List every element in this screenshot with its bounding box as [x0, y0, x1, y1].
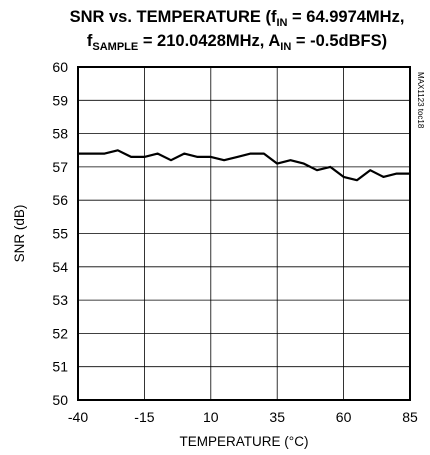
title-subscript: IN	[276, 17, 287, 29]
title-subscript: IN	[280, 41, 291, 53]
y-tick-label: 54	[52, 259, 68, 275]
grid	[77, 66, 411, 401]
x-tick-label: 10	[203, 409, 219, 425]
x-tick-label: 60	[336, 409, 352, 425]
plot-frame	[77, 66, 411, 401]
title-part: = -0.5dBFS)	[291, 32, 387, 50]
y-tick-label: 51	[52, 359, 68, 375]
title-part: = 64.9974MHz,	[287, 8, 404, 26]
y-axis-label: SNR (dB)	[12, 205, 27, 263]
y-tick-label: 60	[52, 59, 68, 75]
x-tick-label: 35	[269, 409, 285, 425]
y-tick-label: 55	[52, 226, 68, 242]
series-line-1	[78, 149, 410, 182]
x-axis-label: TEMPERATURE (°C)	[180, 434, 309, 449]
y-tick-label: 58	[52, 126, 68, 142]
series-layer	[78, 149, 410, 182]
y-tick-label: 57	[52, 159, 68, 175]
figure-id: MAX1123 toc18	[416, 72, 425, 129]
chart-title-line1: SNR vs. TEMPERATURE (fIN = 64.9974MHz,	[70, 8, 405, 29]
x-tick-label: -15	[134, 409, 154, 425]
title-part: f	[87, 32, 93, 50]
y-tick-labels: 50 51 52 53 54 55 56 57 58 59 60	[52, 59, 68, 408]
title-subscript: SAMPLE	[92, 41, 138, 53]
x-tick-label: -40	[68, 409, 88, 425]
y-tick-label: 50	[52, 392, 68, 408]
y-tick-label: 52	[52, 325, 68, 341]
x-tick-label: 85	[402, 409, 418, 425]
title-part: = 210.0428MHz, A	[138, 32, 280, 50]
y-tick-label: 59	[52, 92, 68, 108]
y-tick-label: 56	[52, 192, 68, 208]
chart-title-line2: fSAMPLE = 210.0428MHz, AIN = -0.5dBFS)	[87, 32, 387, 53]
title-part: SNR vs. TEMPERATURE (f	[70, 8, 277, 26]
x-tick-labels: -40 -15 10 35 60 85	[68, 409, 418, 425]
y-tick-label: 53	[52, 292, 68, 308]
